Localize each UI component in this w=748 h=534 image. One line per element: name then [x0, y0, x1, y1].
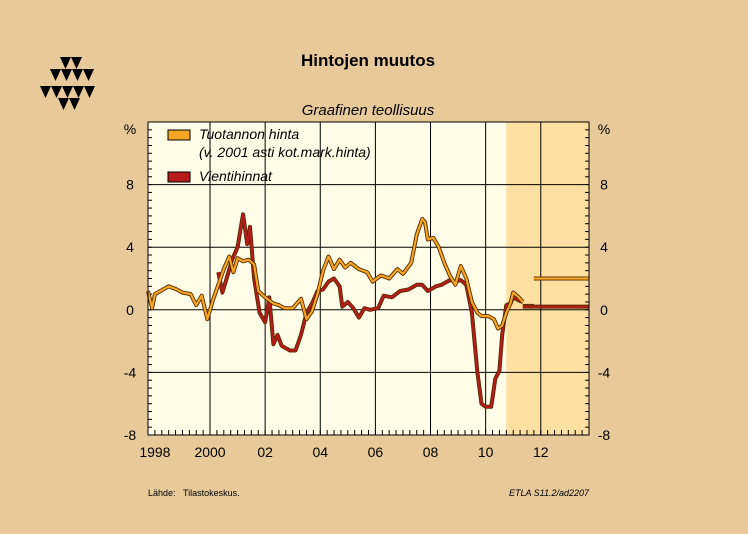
y-tick-label-left: -8 — [124, 427, 137, 443]
y-tick-label-left: 4 — [126, 239, 134, 255]
y-tick-label-left: 8 — [126, 177, 134, 193]
plot-border — [147, 121, 590, 436]
x-tick-label: 06 — [368, 444, 384, 460]
y-tick-label-right: -4 — [598, 364, 611, 380]
x-tick-labels: 1998 2000 02 04 06 08 10 12 — [139, 444, 548, 460]
legend-label-production-price-note: (v. 2001 asti kot.mark.hinta) — [199, 144, 371, 160]
x-tick-label: 1998 — [139, 444, 170, 460]
source-value: Tilastokeskus. — [183, 488, 240, 498]
y-tick-label-right: -8 — [598, 427, 611, 443]
y-axis-unit-right: % — [598, 121, 610, 137]
source-label: Lähde: — [148, 488, 176, 498]
y-axis-unit-left: % — [124, 121, 136, 137]
y-tick-label-right: 4 — [600, 239, 608, 255]
x-tick-label: 02 — [257, 444, 273, 460]
legend: Tuotannon hinta (v. 2001 asti kot.mark.h… — [167, 126, 371, 184]
x-tick-label: 10 — [478, 444, 494, 460]
x-tick-label: 08 — [423, 444, 439, 460]
y-tick-labels: 8 8 4 4 0 0 -4 -4 -8 -8 — [124, 177, 611, 443]
y-tick-label-left: 0 — [126, 302, 134, 318]
legend-label-export-prices: Vientihinnat — [199, 168, 273, 184]
etla-logo-icon — [40, 57, 95, 110]
chart-subtitle: Graafinen teollisuus — [302, 102, 435, 119]
chart-title: Hintojen muutos — [301, 51, 435, 70]
y-tick-label-right: 0 — [600, 302, 608, 318]
legend-label-production-price: Tuotannon hinta — [199, 126, 299, 142]
x-tick-label: 04 — [312, 444, 328, 460]
x-tick-label: 2000 — [194, 444, 225, 460]
y-tick-label-left: -4 — [124, 364, 137, 380]
legend-swatch-export-prices — [167, 171, 191, 183]
x-tick-label: 12 — [533, 444, 549, 460]
legend-swatch-production-price — [167, 129, 191, 141]
series-lines — [146, 212, 589, 409]
series-line-0 — [146, 217, 524, 330]
y-tick-label-right: 8 — [600, 177, 608, 193]
series-line-1 — [217, 213, 524, 408]
chart-code: ETLA S11.2/ad2207 — [509, 488, 590, 498]
